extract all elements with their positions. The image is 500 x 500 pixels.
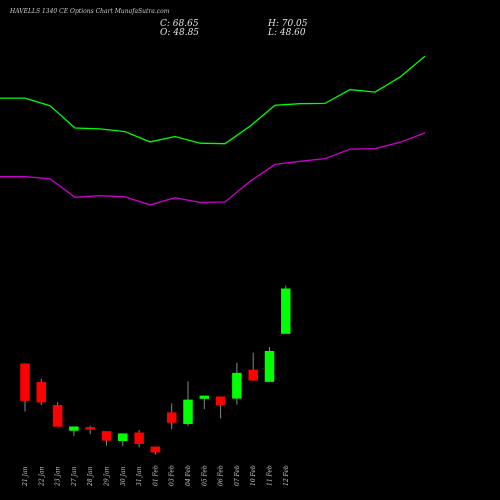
candle-body <box>215 396 226 406</box>
x-tick-label: 30 Jan <box>120 466 127 486</box>
x-tick-label: 05 Feb <box>201 465 208 486</box>
x-tick-label: 12 Feb <box>283 465 290 486</box>
x-tick-label: 04 Feb <box>185 465 192 486</box>
x-tick-label: 22 Jan <box>38 466 45 487</box>
x-tick-label: 28 Jan <box>87 466 94 487</box>
x-tick-label: 23 Jan <box>55 466 62 487</box>
candle-body <box>134 432 144 444</box>
x-tick-label: 01 Feb <box>152 465 159 486</box>
close-value: C: 68.65 <box>160 19 199 29</box>
candle-body <box>36 382 47 403</box>
upper-band-line <box>0 55 426 145</box>
candle-body <box>183 399 193 425</box>
candle-body <box>118 433 128 442</box>
x-tick-label: 10 Feb <box>250 465 257 486</box>
candle-body <box>248 369 258 381</box>
candle-body <box>166 412 177 423</box>
lower-band-line <box>0 132 426 206</box>
x-tick-label: 03 Feb <box>169 465 176 486</box>
x-tick-label: 29 Jan <box>104 466 111 487</box>
x-tick-label: 27 Jan <box>71 466 78 487</box>
low-value: L: 48.60 <box>268 28 306 38</box>
candle-body <box>85 427 95 430</box>
x-tick-label: 06 Feb <box>218 465 225 486</box>
candle-body <box>281 288 291 334</box>
x-tick-label: 07 Feb <box>234 465 241 486</box>
high-value: H: 70.05 <box>268 19 308 29</box>
candle-body <box>264 350 275 382</box>
open-value: O: 48.85 <box>160 28 200 38</box>
x-tick-label: 11 Feb <box>267 465 274 486</box>
chart-title: HAVELLS 1340 CE Options Chart MunafaSutr… <box>10 8 170 15</box>
x-tick-label: 31 Jan <box>136 466 143 486</box>
candle-body <box>199 395 210 399</box>
candle-body <box>232 372 242 399</box>
candle-body <box>150 446 161 453</box>
candle-body <box>69 426 79 431</box>
candle-body <box>52 405 63 427</box>
candle-body <box>101 431 112 441</box>
x-tick-label: 21 Jan <box>22 466 29 487</box>
candle-body <box>20 363 30 401</box>
